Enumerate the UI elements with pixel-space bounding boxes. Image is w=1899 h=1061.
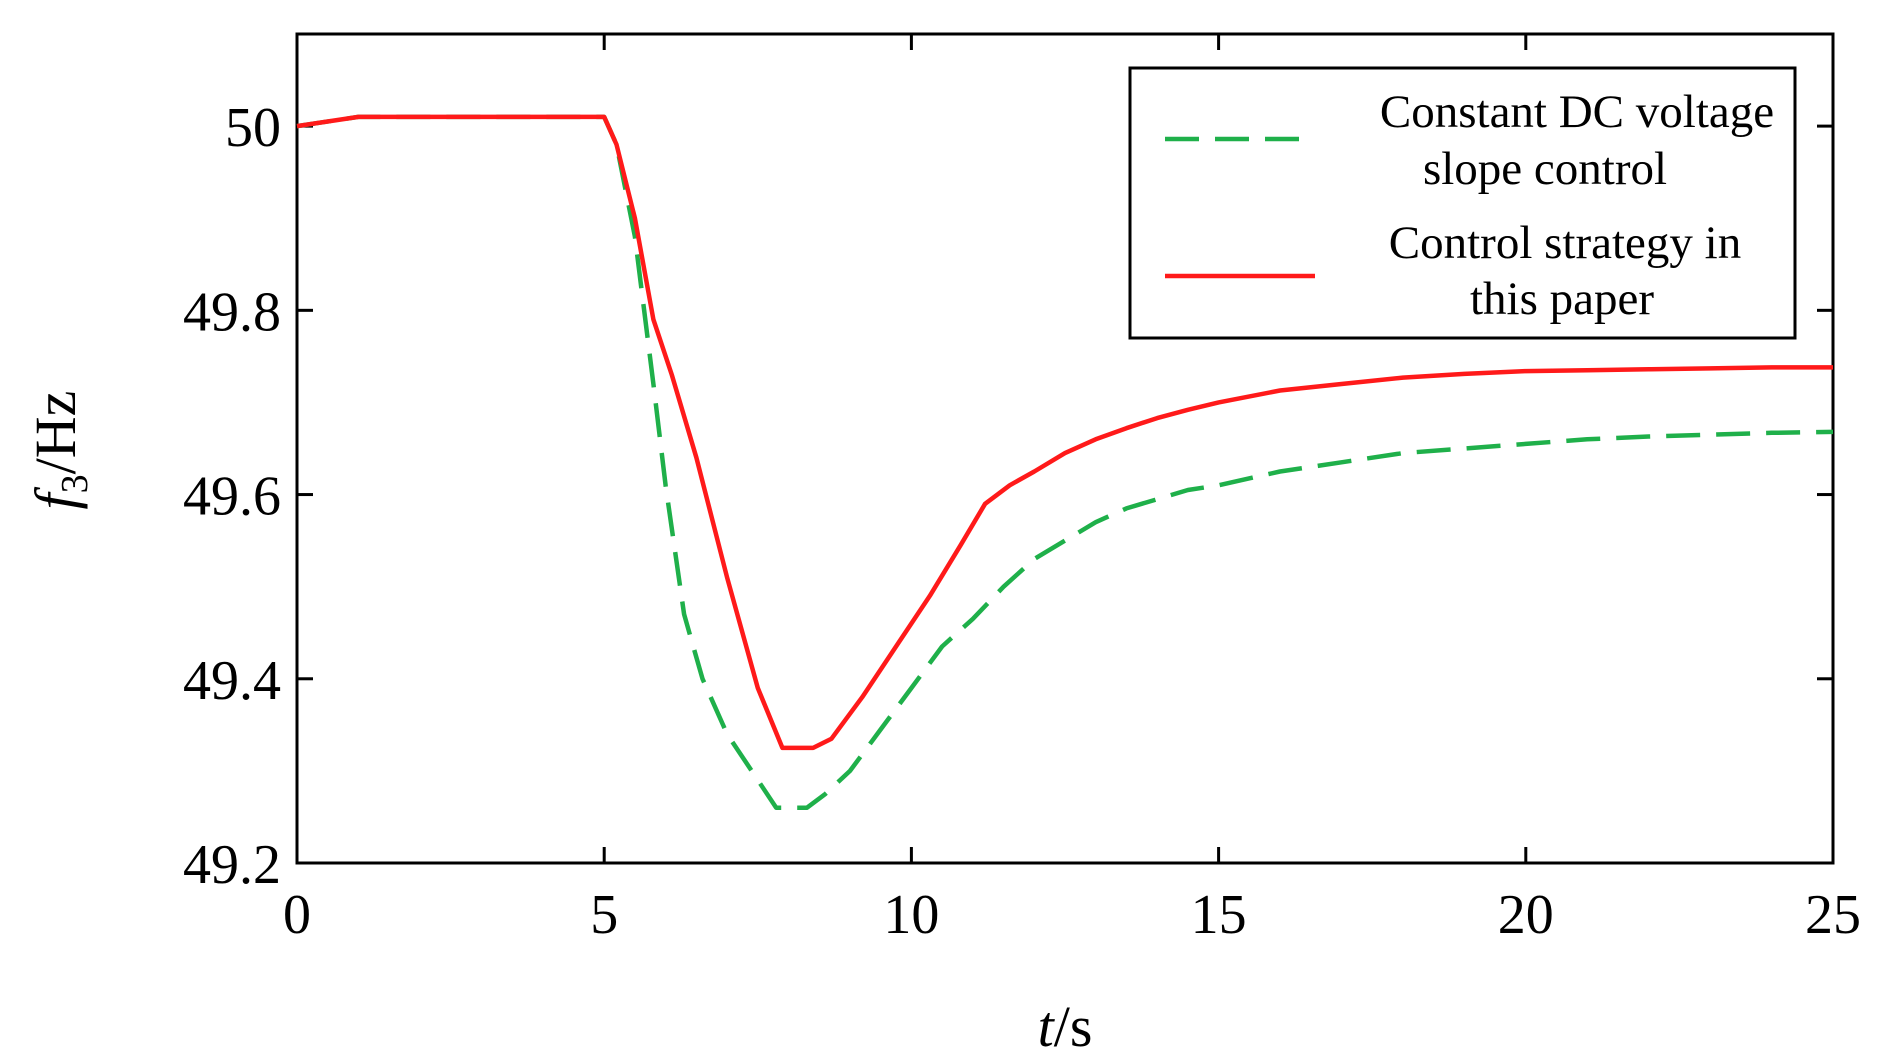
y-axis-title-subscript: 3 [54, 474, 96, 493]
tick-labels: 0 5 10 15 20 25 49.2 49.4 49.6 49.8 50 [183, 97, 1861, 946]
y-tick-label: 49.4 [183, 650, 281, 712]
x-tick-label: 15 [1191, 884, 1247, 946]
x-tick-label: 25 [1805, 884, 1861, 946]
x-tick-label: 10 [883, 884, 939, 946]
y-tick-label: 49.2 [183, 834, 281, 896]
x-axis-title: t/s [1038, 994, 1093, 1059]
legend-box [1128, 66, 1797, 340]
legend-label-series-0-line-1: Constant DC voltage [1380, 86, 1774, 138]
x-tick-label: 5 [590, 884, 618, 946]
series-line-1 [296, 114, 1833, 751]
legend-label-series-1-line-1: Control strategy in [1389, 217, 1741, 269]
y-tick-label: 49.8 [183, 281, 281, 343]
x-axis-title-symbol: t [1038, 994, 1056, 1059]
legend-label-series-1-line-2: this paper [1470, 273, 1654, 325]
series-layer [296, 114, 1834, 810]
y-tick-label: 50 [225, 97, 281, 159]
x-tick-label: 0 [283, 884, 311, 946]
y-axis-title-unit: /Hz [23, 391, 88, 475]
y-axis-title: f3/Hz [23, 391, 96, 510]
x-axis-title-unit: /s [1054, 994, 1093, 1059]
x-tick-label: 20 [1498, 884, 1554, 946]
legend: Constant DC voltage slope control Contro… [1128, 66, 1797, 340]
y-tick-label: 49.6 [183, 466, 281, 528]
legend-label-series-0-line-2: slope control [1423, 143, 1667, 195]
series-line-0 [296, 114, 1834, 810]
